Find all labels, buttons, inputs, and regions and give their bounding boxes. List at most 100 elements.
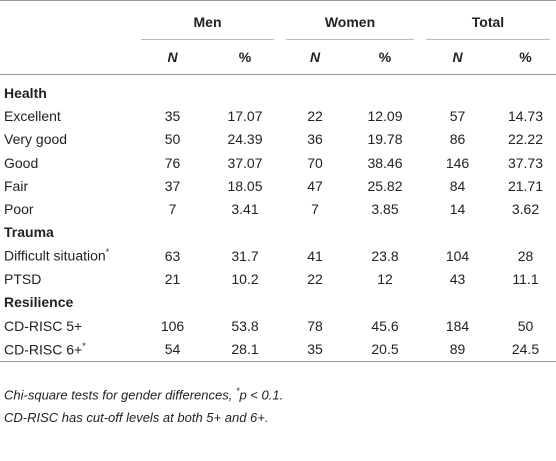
section-row: Trauma — [0, 221, 556, 244]
cell: 50 — [517, 317, 534, 334]
sub-header-row: N% N% N% — [0, 40, 556, 75]
cell: 57 — [449, 107, 466, 124]
row-label: Good — [4, 154, 39, 171]
footnote-mark: * — [82, 340, 86, 351]
cell: 21.71 — [507, 177, 544, 194]
row-label: Poor — [4, 201, 34, 218]
sub-header: N — [135, 40, 210, 75]
cell: 38.46 — [367, 154, 403, 171]
row-label: CD-RISC 5+ — [4, 317, 83, 334]
sub-header: N — [420, 40, 495, 75]
data-row: Good 76 37.07 70 38.46 146 37.73 — [0, 151, 556, 174]
cell: 47 — [307, 177, 323, 194]
cell: 22.22 — [507, 131, 544, 148]
cell: 84 — [449, 177, 466, 194]
cell: 37.73 — [507, 154, 544, 171]
row-label: Excellent — [4, 107, 61, 124]
footnote-text: p < 0.1. — [239, 386, 284, 402]
row-label-cell: Excellent — [0, 104, 135, 127]
data-row: Fair 37 18.05 47 25.82 84 21.71 — [0, 174, 556, 197]
cell: 37 — [164, 177, 181, 194]
cell: 7 — [168, 201, 177, 218]
sub-header: % — [495, 40, 556, 75]
group-header: Total — [420, 1, 556, 40]
footnotes: Chi-square tests for gender differences,… — [0, 380, 556, 429]
cell: 31.7 — [231, 247, 259, 264]
data-row: CD-RISC 5+ 106 53.8 78 45.6 184 50 — [0, 314, 556, 337]
row-label-cell: Very good — [0, 128, 135, 151]
cell: 50 — [164, 131, 181, 148]
cell: 3.41 — [231, 201, 259, 218]
cell: 35 — [164, 107, 181, 124]
section-title: Trauma — [4, 224, 54, 241]
table-body: Health Excellent 35 17.07 22 12.09 57 14.73 Very… — [0, 75, 556, 362]
cell: 104 — [445, 247, 470, 264]
cell: 14.73 — [507, 107, 544, 124]
footnote-mark: * — [105, 247, 110, 258]
cell: 89 — [449, 340, 466, 357]
section-row: Health — [0, 75, 556, 105]
group-header: Men — [135, 1, 280, 40]
cell: 22 — [307, 107, 323, 124]
cell: 76 — [164, 154, 181, 171]
data-row: Difficult situation* 63 31.7 41 23.8 104 28 — [0, 244, 556, 267]
corner-cell — [0, 1, 135, 41]
section-title: Resilience — [4, 294, 74, 311]
section-title: Health — [4, 84, 47, 101]
cell: 7 — [311, 201, 319, 218]
data-table: Men Women Total N% N% N% Health Excellent 35 17.… — [0, 0, 556, 362]
cell: 45.6 — [371, 317, 399, 334]
sub-header: N — [280, 40, 350, 75]
row-label-cell: CD-RISC 5+ — [0, 314, 135, 337]
cell: 86 — [449, 131, 466, 148]
cell: 23.8 — [371, 247, 399, 264]
row-label: Difficult situation — [4, 248, 106, 265]
sub-header: % — [210, 40, 280, 75]
cell: 106 — [160, 317, 185, 334]
cell: 36 — [307, 131, 323, 148]
group-header-row: Men Women Total — [0, 1, 556, 41]
cell: 12 — [377, 271, 393, 288]
cell: 54 — [164, 340, 181, 357]
corner-cell — [0, 40, 135, 75]
table-head: Men Women Total N% N% N% — [0, 1, 556, 75]
group-header: Women — [280, 1, 420, 40]
cell: 28.1 — [231, 340, 259, 357]
group-label: Men — [141, 1, 274, 40]
cell: 37.07 — [227, 154, 263, 171]
cell: 53.8 — [231, 317, 259, 334]
data-row: Poor 7 3.41 7 3.85 14 3.62 — [0, 197, 556, 220]
row-label-cell: Poor — [0, 197, 135, 220]
footnote: CD-RISC has cut-off levels at both 5+ an… — [4, 406, 556, 429]
row-label-cell: CD-RISC 6+* — [0, 337, 135, 361]
cell: 12.09 — [367, 107, 403, 124]
section-row: Resilience — [0, 291, 556, 314]
cell: 3.62 — [511, 201, 540, 218]
cell: 21 — [164, 271, 181, 288]
footnote: Chi-square tests for gender differences,… — [4, 380, 556, 406]
cell: 22 — [307, 271, 323, 288]
cell: 24.5 — [511, 340, 540, 357]
cell: 19.78 — [367, 131, 403, 148]
cell: 70 — [307, 154, 323, 171]
cell: 184 — [445, 317, 470, 334]
row-label: PTSD — [4, 271, 42, 288]
cell: 25.82 — [367, 177, 403, 194]
footnote-text: Chi-square tests for gender differences, — [4, 386, 236, 402]
footnote-text: CD-RISC has cut-off levels at both 5+ an… — [4, 409, 269, 425]
cell: 17.07 — [227, 107, 263, 124]
sub-header: % — [350, 40, 420, 75]
footnote-text: * — [235, 385, 240, 396]
group-label: Total — [426, 1, 550, 40]
cell: 24.39 — [227, 131, 263, 148]
row-label: CD-RISC 6+ — [4, 341, 83, 358]
row-label-cell: Difficult situation* — [0, 244, 135, 267]
cell: 41 — [307, 247, 323, 264]
row-label-cell: PTSD — [0, 267, 135, 290]
cell: 14 — [449, 201, 466, 218]
group-label: Women — [286, 1, 414, 40]
cell: 28 — [517, 247, 534, 264]
cell: 146 — [445, 154, 470, 171]
cell: 43 — [449, 271, 466, 288]
